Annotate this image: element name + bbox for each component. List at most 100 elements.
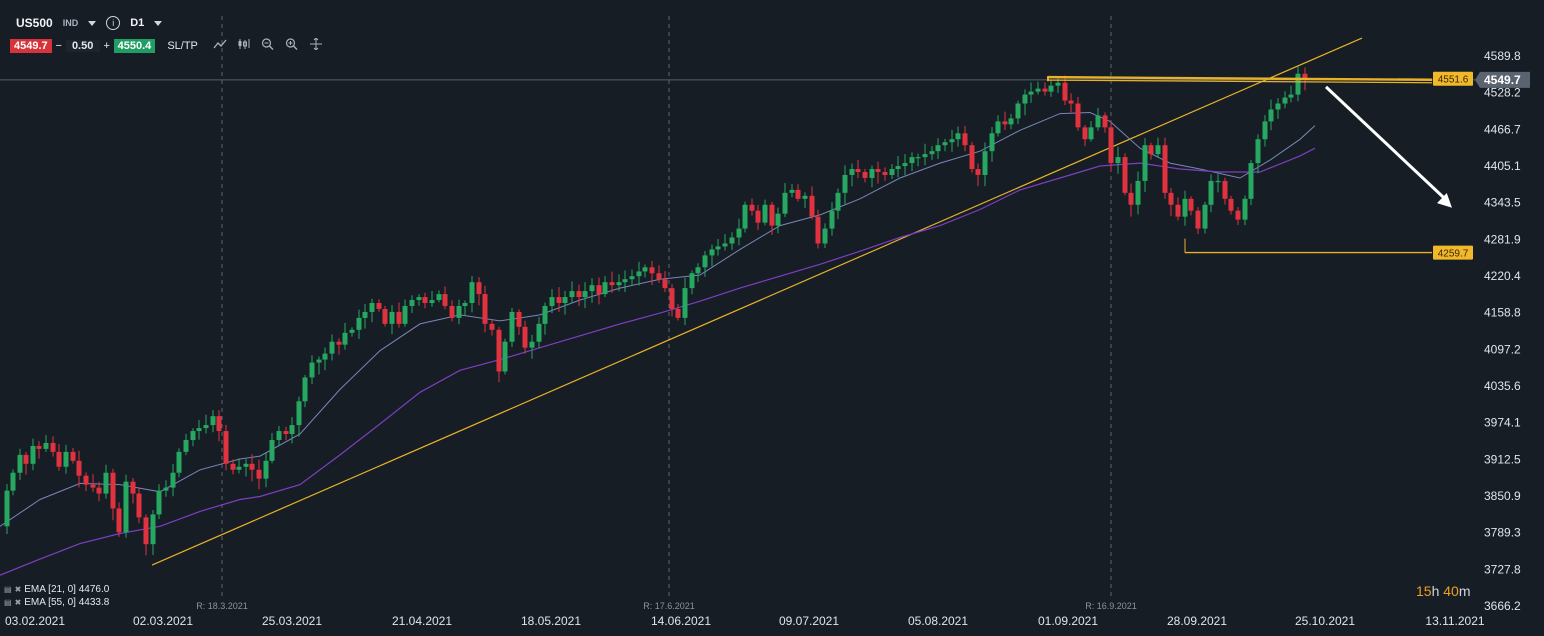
rollover-label: R: 17.6.2021 <box>643 601 695 611</box>
level-tag-support: 4259.7 <box>1438 249 1469 260</box>
candle-up <box>1255 139 1261 164</box>
date-tick-label: 03.02.2021 <box>5 614 65 628</box>
candle-up <box>509 311 515 342</box>
increase-quantity-button[interactable]: + <box>103 39 110 52</box>
candle-up <box>842 174 848 193</box>
countdown-minutes-unit: m <box>1458 583 1471 599</box>
visibility-icon[interactable]: ▤ <box>4 598 12 607</box>
candle-down <box>1148 145 1154 155</box>
candle-down <box>862 172 868 178</box>
candle-down <box>256 469 262 479</box>
trade-row: 4549.7 − 0.50 + 4550.4 SL/TP <box>10 37 324 53</box>
candle-down <box>96 487 102 494</box>
candlestick-icon[interactable] <box>236 38 252 53</box>
candle-down <box>609 282 615 286</box>
sltp-button[interactable]: SL/TP <box>167 39 198 52</box>
decrease-quantity-button[interactable]: − <box>55 39 62 52</box>
candle-up <box>356 317 362 330</box>
time-axis[interactable]: 03.02.2021 02.03.2021 25.03.2021 21.04.2021… <box>5 614 1485 628</box>
level-tag-resistance-box <box>1433 71 1473 86</box>
candle-down <box>376 303 382 309</box>
candle-down <box>749 204 755 211</box>
candle-up <box>729 237 735 244</box>
timeframe-dropdown-icon[interactable] <box>154 20 163 26</box>
candle-down <box>662 279 668 289</box>
candle-up <box>369 303 375 312</box>
candle-up <box>17 454 23 473</box>
timeframe-select[interactable]: D1 <box>130 17 145 29</box>
date-tick-label: 25.10.2021 <box>1295 614 1355 628</box>
quantity-input[interactable]: 0.50 <box>65 39 100 52</box>
annotations-layer: 4551.6 4259.7 <box>1047 71 1473 260</box>
candle-up <box>502 341 508 372</box>
ema-layer <box>0 111 1316 576</box>
legend-ema55[interactable]: ▤ ✖ EMA [55, 0] 4433.8 <box>4 596 109 609</box>
sell-price-button[interactable]: 4549.7 <box>10 38 52 53</box>
symbol-dropdown-icon[interactable] <box>88 20 97 26</box>
candle-down <box>1128 192 1134 205</box>
candle-up <box>456 305 462 318</box>
candle-up <box>1055 82 1061 86</box>
candle-up <box>802 195 808 199</box>
level-tag-resistance: 4551.6 <box>1438 75 1469 86</box>
candle-up <box>889 169 895 175</box>
candles-layer <box>4 66 1308 556</box>
line-chart-icon[interactable] <box>212 38 228 53</box>
candle-down <box>110 472 116 509</box>
price-axis[interactable]: 3666.2 3727.8 3789.3 3850.9 3912.5 3974.1 4035… <box>1475 49 1530 613</box>
candle-down <box>223 431 229 464</box>
symbol-label[interactable]: US500 <box>16 16 53 30</box>
candle-up <box>742 204 748 229</box>
candle-up <box>30 445 36 464</box>
candle-down <box>143 517 149 545</box>
countdown-hours-unit: h <box>1431 583 1440 599</box>
candle-up <box>562 297 568 304</box>
price-tick-label: 3789.3 <box>1484 526 1521 540</box>
candle-down <box>1002 121 1008 125</box>
candle-up <box>1088 127 1094 140</box>
candle-up <box>1275 103 1281 110</box>
zoom-in-icon[interactable] <box>284 38 300 53</box>
candle-up <box>682 288 688 318</box>
close-icon[interactable]: ✖ <box>14 585 22 594</box>
zoom-out-icon[interactable] <box>260 38 276 53</box>
price-tick-label: 4528.2 <box>1484 86 1521 100</box>
candle-up <box>156 490 162 515</box>
info-icon[interactable]: i <box>106 16 121 30</box>
candle-down <box>442 294 448 306</box>
candle-up <box>276 431 282 440</box>
candle-up <box>1215 180 1221 183</box>
candle-down <box>1108 127 1114 164</box>
candle-up <box>582 291 588 298</box>
candle-up <box>922 154 928 158</box>
candle-up <box>989 133 995 152</box>
candle-up <box>915 157 921 159</box>
candle-down <box>795 189 801 199</box>
buy-price-button[interactable]: 4550.4 <box>113 38 156 53</box>
candle-down <box>656 273 662 280</box>
rollover-lines: R: 18.3.2021 R: 17.6.2021 R: 16.9.2021 <box>0 16 1478 611</box>
candle-down <box>23 454 29 464</box>
candle-up <box>302 377 308 402</box>
candle-down <box>489 323 495 330</box>
price-tick-label: 3974.1 <box>1484 416 1521 430</box>
candle-up <box>1295 73 1301 95</box>
candle-up <box>1202 204 1208 229</box>
legend-ema21[interactable]: ▤ ✖ EMA [21, 0] 4476.0 <box>4 583 109 596</box>
candle-up <box>1028 91 1034 95</box>
candle-up <box>909 157 915 164</box>
candle-down <box>1122 157 1128 193</box>
crosshair-move-icon[interactable] <box>308 37 324 53</box>
price-tick-label: 4466.7 <box>1484 122 1521 136</box>
candle-up <box>722 243 728 247</box>
candle-down <box>249 463 255 470</box>
level-tag-support-box <box>1433 245 1473 260</box>
price-tick-label: 3912.5 <box>1484 452 1521 466</box>
candle-up <box>1268 109 1274 122</box>
candle-up <box>236 466 242 470</box>
candle-down <box>1062 82 1068 101</box>
candle-down <box>1168 192 1174 205</box>
close-icon[interactable]: ✖ <box>14 598 22 607</box>
visibility-icon[interactable]: ▤ <box>4 585 12 594</box>
